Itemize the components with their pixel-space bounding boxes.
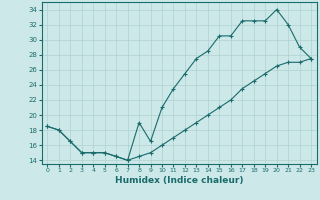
X-axis label: Humidex (Indice chaleur): Humidex (Indice chaleur) — [115, 176, 244, 185]
